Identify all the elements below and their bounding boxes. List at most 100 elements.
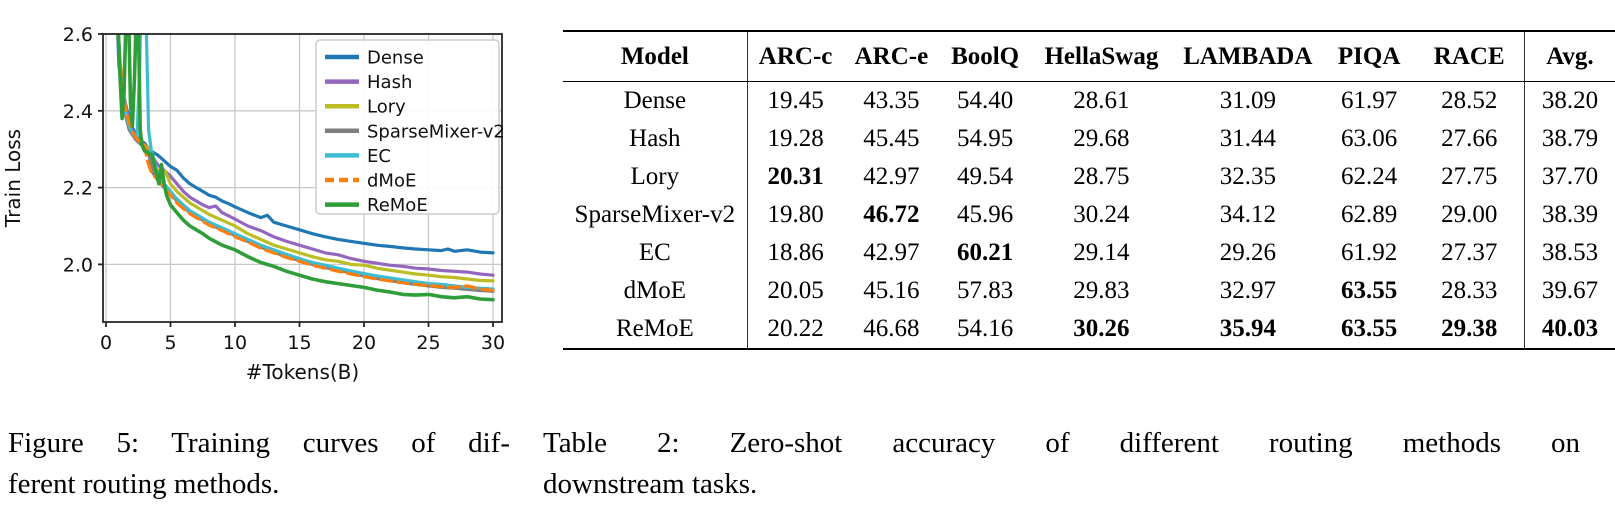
table-caption: Table 2: Zero-shot accuracy of different…: [543, 423, 1580, 505]
x-tick-label: 5: [164, 332, 176, 354]
value-cell: 30.26: [1073, 315, 1130, 342]
value-cell: 28.52: [1441, 87, 1498, 114]
value-cell: 62.89: [1341, 201, 1398, 228]
x-tick-label: 10: [223, 332, 247, 354]
model-cell: ReMoE: [615, 315, 694, 342]
column-header-piqa: PIQA: [1323, 31, 1415, 82]
column-header-race: RACE: [1414, 31, 1525, 82]
model-cell: Dense: [623, 87, 687, 114]
value-cell: 29.00: [1441, 201, 1498, 228]
x-axis-label: #Tokens(B): [246, 360, 359, 384]
column-header-lambada: LAMBADA: [1171, 31, 1324, 82]
series-line-dmoe: [116, 34, 495, 293]
value-cell: 38.79: [1523, 120, 1615, 158]
value-cell: 30.24: [1073, 201, 1130, 228]
value-cell: 60.21: [956, 239, 1014, 266]
value-cell: 46.68: [863, 315, 920, 342]
value-cell: 19.80: [746, 196, 844, 234]
value-cell: 63.55: [1341, 315, 1398, 342]
value-cell: 37.70: [1523, 158, 1615, 196]
value-cell: 45.16: [863, 277, 920, 304]
value-cell: 32.97: [1219, 277, 1276, 304]
x-tick-label: 30: [481, 332, 505, 354]
value-cell: 35.94: [1219, 315, 1276, 342]
column-header-arc-e: ARC-e: [843, 31, 940, 82]
y-tick-label: 2.0: [63, 254, 93, 276]
table-caption-line1: Table 2: Zero-shot accuracy of different…: [543, 427, 1580, 459]
series-line-remoe: [116, 34, 495, 302]
table-row: SparseMixer-v2 19.80 46.72 45.96 30.24 34.12 6…: [563, 196, 1615, 234]
value-cell: 20.05: [746, 272, 844, 310]
legend-label-ec: EC: [367, 146, 391, 167]
model-cell: Hash: [629, 125, 681, 152]
value-cell: 57.83: [956, 277, 1014, 304]
value-cell: 31.09: [1219, 87, 1276, 114]
series-group: [116, 34, 495, 302]
table-row: Hash 19.28 45.45 54.95 29.68 31.44 63.06 27.66 3…: [563, 120, 1615, 158]
value-cell: 19.28: [746, 120, 844, 158]
figure-caption-line1: Figure 5: Training curves of dif-: [8, 427, 510, 459]
figure-column: 0 5 10 15 20 25 30 2.0 2.2 2.4 2.6 #Tokens(B) Train …: [0, 0, 530, 500]
legend-label-lory: Lory: [367, 97, 406, 118]
value-cell: 42.97: [863, 239, 920, 266]
model-cell: Lory: [630, 163, 680, 190]
legend-label-remoe: ReMoE: [367, 195, 428, 216]
value-cell: 27.75: [1441, 163, 1498, 190]
x-tick-label: 15: [287, 332, 311, 354]
value-cell: 28.75: [1073, 163, 1130, 190]
value-cell: 61.92: [1341, 239, 1398, 266]
value-cell: 27.66: [1441, 125, 1498, 152]
legend-label-hash: Hash: [367, 72, 412, 93]
training-curves-chart: 0 5 10 15 20 25 30 2.0 2.2 2.4 2.6 #Tokens(B) Train …: [1, 24, 505, 384]
axes-box: [102, 33, 503, 323]
value-cell: 54.16: [956, 315, 1014, 342]
column-header-arc-c: ARC-c: [746, 31, 844, 82]
value-cell: 28.33: [1441, 277, 1498, 304]
value-cell: 46.72: [863, 201, 920, 228]
model-cell: dMoE: [623, 277, 687, 304]
value-cell: 45.96: [956, 201, 1014, 228]
legend-box: [315, 39, 500, 215]
table-caption-line2: downstream tasks.: [543, 468, 758, 500]
legend: [315, 39, 500, 215]
value-cell: 54.40: [956, 87, 1014, 114]
table-row: EC 18.86 42.97 60.21 29.14 29.26 61.92 27.37 38.…: [563, 234, 1615, 272]
y-tick-label: 2.6: [63, 24, 93, 46]
column-header-avg-: Avg.: [1523, 31, 1615, 82]
value-cell: 19.45: [746, 81, 844, 120]
column-header-model: Model: [563, 31, 748, 82]
table-row: Dense 19.45 43.35 54.40 28.61 31.09 61.97 28.52…: [563, 81, 1615, 120]
model-cell: EC: [638, 239, 671, 266]
value-cell: 54.95: [956, 125, 1014, 152]
x-tick-label: 20: [352, 332, 376, 354]
value-cell: 49.54: [956, 163, 1014, 190]
table-row: Lory 20.31 42.97 49.54 28.75 32.35 62.24 27.75 3…: [563, 158, 1615, 196]
value-cell: 63.06: [1341, 125, 1398, 152]
value-cell: 42.97: [863, 163, 920, 190]
x-tick-label: 0: [100, 332, 112, 354]
table-row: dMoE 20.05 45.16 57.83 29.83 32.97 63.55 28.33 3…: [563, 272, 1615, 310]
figure-caption-line2: ferent routing methods.: [8, 468, 280, 500]
legend-label-dmoe: dMoE: [367, 171, 416, 192]
value-cell: 39.67: [1523, 272, 1615, 310]
value-cell: 28.61: [1073, 87, 1130, 114]
value-cell: 40.03: [1523, 310, 1615, 349]
value-cell: 20.22: [746, 310, 844, 349]
value-cell: 29.26: [1219, 239, 1276, 266]
zero-shot-accuracy-table: Model ARC-c ARC-e BoolQ HellaSwag LAMBADA PIQA…: [563, 30, 1615, 350]
column-header-boolq: BoolQ: [939, 31, 1031, 82]
y-tick-label: 2.4: [63, 101, 93, 123]
y-tick-label: 2.2: [63, 178, 93, 200]
x-tick-label: 25: [416, 332, 440, 354]
value-cell: 31.44: [1219, 125, 1276, 152]
value-cell: 38.39: [1523, 196, 1615, 234]
value-cell: 29.83: [1073, 277, 1130, 304]
value-cell: 27.37: [1441, 239, 1498, 266]
value-cell: 38.20: [1523, 81, 1615, 120]
value-cell: 45.45: [863, 125, 920, 152]
value-cell: 63.55: [1341, 277, 1398, 304]
series-line-ec: [116, 34, 495, 291]
table-header-row: Model ARC-c ARC-e BoolQ HellaSwag LAMBADA PIQA…: [563, 31, 1615, 82]
value-cell: 38.53: [1523, 234, 1615, 272]
